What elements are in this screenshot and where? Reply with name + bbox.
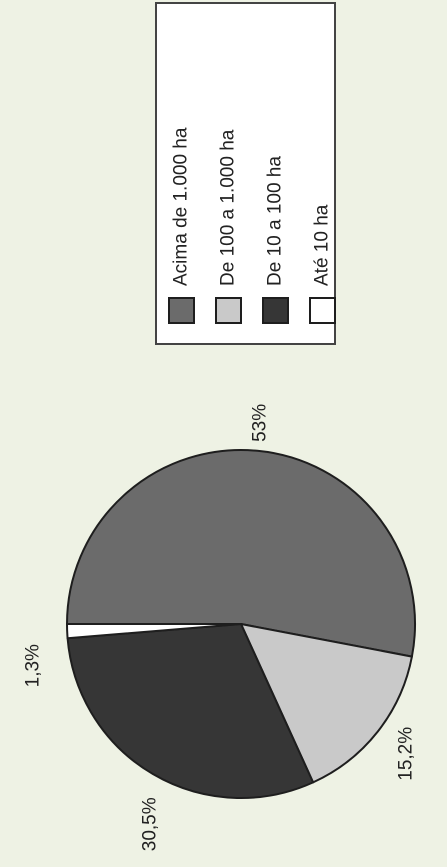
legend-item-100-a-1000-ha: De 100 a 1.000 ha [215, 129, 242, 324]
legend-label: Acima de 1.000 ha [171, 127, 192, 286]
legend-label: De 10 a 100 ha [265, 156, 286, 286]
label-10-a-100-ha: 30,5% [140, 797, 161, 851]
slice-acima-1000-ha [66, 449, 416, 658]
label-acima-1000-ha: 53% [250, 404, 271, 442]
percentage-labels: 53% 15,2% 30,5% 1,3% [23, 404, 417, 851]
legend-items: Acima de 1.000 ha De 100 a 1.000 ha De 10 … [168, 127, 336, 324]
legend: Acima de 1.000 ha De 100 a 1.000 ha De 10 … [155, 2, 336, 345]
legend-swatch [215, 297, 242, 324]
legend-swatch [168, 297, 195, 324]
legend-box [155, 2, 336, 345]
slice-ate-10-ha [66, 623, 242, 640]
legend-swatch [309, 297, 336, 324]
legend-label: Até 10 ha [312, 204, 333, 286]
legend-item-10-a-100-ha: De 10 a 100 ha [262, 156, 289, 324]
label-ate-10-ha: 1,3% [23, 644, 44, 687]
legend-item-ate-10-ha: Até 10 ha [309, 204, 336, 324]
slice-100-a-1000-ha [240, 623, 413, 784]
legend-item-acima-1000-ha: Acima de 1.000 ha [168, 127, 195, 324]
label-100-a-1000-ha: 15,2% [396, 727, 417, 781]
pie-slices [66, 449, 416, 799]
slice-10-a-100-ha [66, 623, 315, 799]
legend-label: De 100 a 1.000 ha [218, 129, 239, 286]
legend-swatch [262, 297, 289, 324]
